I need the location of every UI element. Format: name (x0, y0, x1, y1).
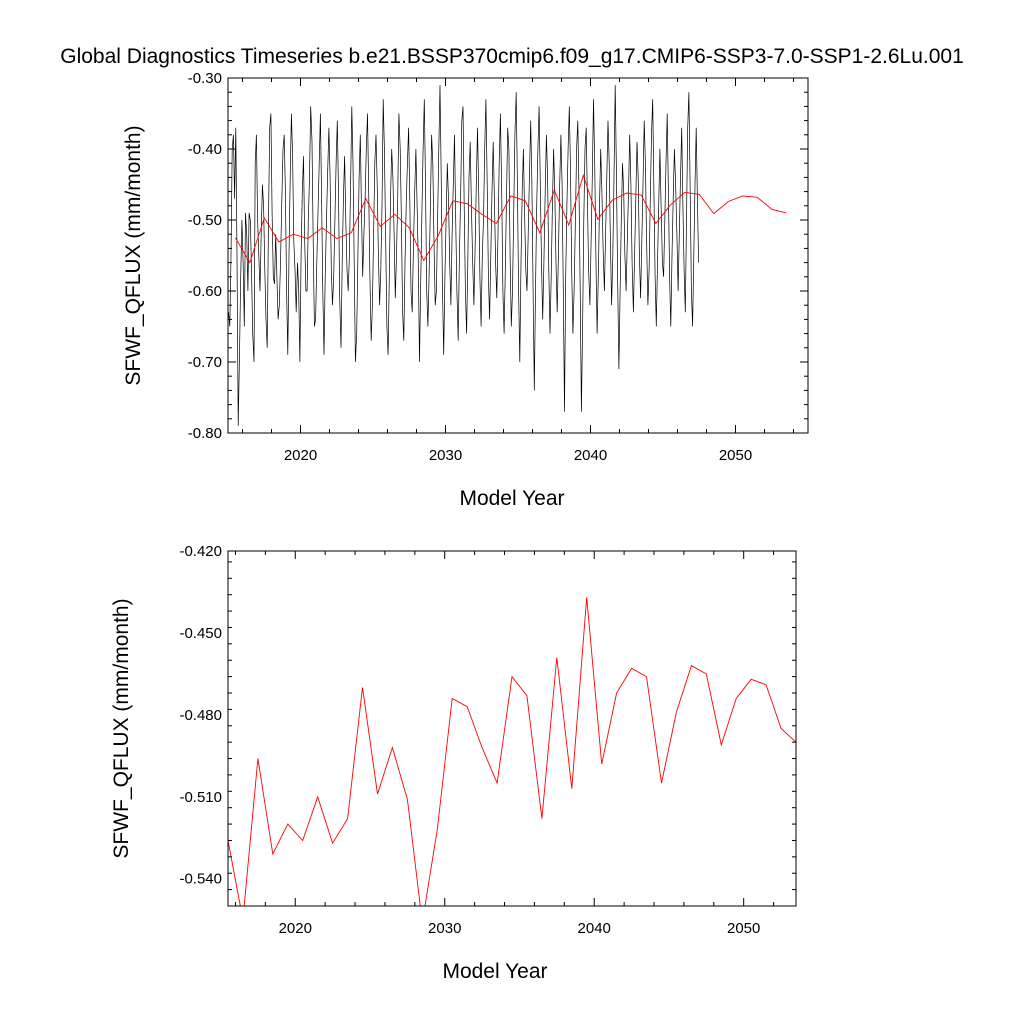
x-axis-label: Model Year (459, 487, 564, 510)
y-axis-label: SFWF_QFLUX (mm/month) (110, 598, 133, 858)
plot-frame (227, 550, 797, 907)
y-tick-label: -0.80 (188, 425, 222, 442)
page-title: Global Diagnostics Timeseries b.e21.BSSP… (60, 45, 964, 68)
y-tick-label: -0.50 (188, 212, 222, 229)
y-tick-label: -0.30 (188, 70, 222, 87)
y-tick-label: -0.420 (179, 543, 222, 560)
y-tick-label: -0.480 (179, 707, 222, 724)
series-line-1 (228, 85, 699, 426)
x-axis-label: Model Year (442, 960, 547, 983)
y-axis-label: SFWF_QFLUX (mm/month) (122, 125, 145, 385)
y-tick-label: -0.70 (188, 354, 222, 371)
y-tick-label: -0.540 (179, 871, 222, 888)
x-tick-label: 2020 (279, 920, 312, 937)
chart-panel-2: -0.540 -0.510 -0.480 -0.450 -0.420 2020 2030 20… (110, 543, 797, 983)
chart-panel-1: -0.80 -0.70 -0.60 -0.50 -0.40 -0.30 2020 2030 20… (122, 70, 809, 510)
x-tick-label: 2050 (727, 920, 760, 937)
x-tick-label: 2040 (574, 447, 607, 464)
series-line-2 (234, 173, 787, 264)
x-tick-label: 2030 (428, 920, 461, 937)
y-tick-label: -0.450 (179, 625, 222, 642)
y-tick-label: -0.40 (188, 141, 222, 158)
y-tick-label: -0.510 (179, 789, 222, 806)
plot-frame (227, 77, 809, 434)
series-line-1 (228, 597, 796, 906)
x-tick-label: 2050 (719, 447, 752, 464)
x-tick-label: 2020 (284, 447, 317, 464)
x-tick-label: 2040 (578, 920, 611, 937)
x-tick-label: 2030 (429, 447, 462, 464)
y-tick-label: -0.60 (188, 283, 222, 300)
